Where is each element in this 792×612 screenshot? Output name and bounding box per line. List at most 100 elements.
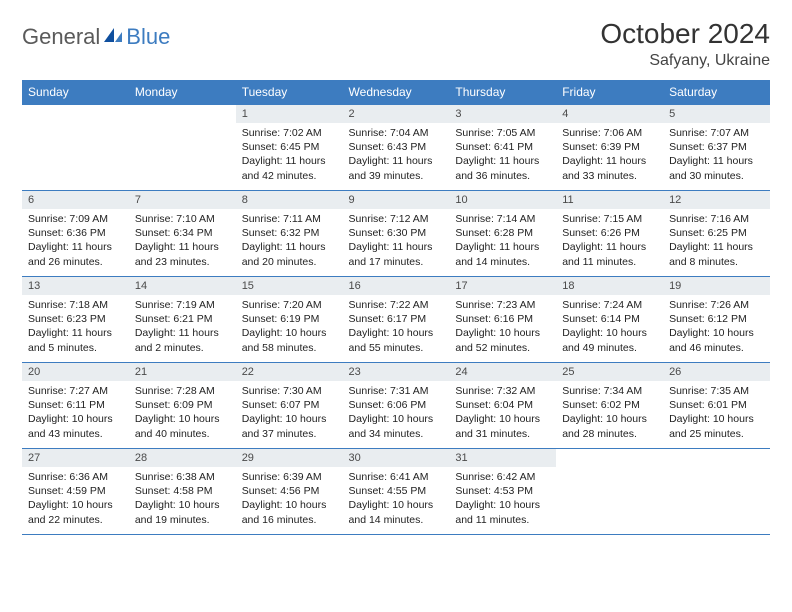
calendar-cell: 12Sunrise: 7:16 AMSunset: 6:25 PMDayligh… — [663, 191, 770, 277]
calendar-cell: 11Sunrise: 7:15 AMSunset: 6:26 PMDayligh… — [556, 191, 663, 277]
calendar-cell — [129, 105, 236, 191]
day-number: 20 — [22, 363, 129, 381]
calendar-cell: 9Sunrise: 7:12 AMSunset: 6:30 PMDaylight… — [343, 191, 450, 277]
day-text: Sunrise: 7:15 AMSunset: 6:26 PMDaylight:… — [556, 209, 663, 273]
day-text: Sunrise: 7:10 AMSunset: 6:34 PMDaylight:… — [129, 209, 236, 273]
sunrise-text: Sunrise: 7:02 AM — [242, 126, 337, 140]
day-text: Sunrise: 7:28 AMSunset: 6:09 PMDaylight:… — [129, 381, 236, 445]
day-text: Sunrise: 7:35 AMSunset: 6:01 PMDaylight:… — [663, 381, 770, 445]
calendar-week: 1 Sunrise: 7:02 AMSunset: 6:45 PM Daylight… — [22, 105, 770, 191]
day-number: 29 — [236, 449, 343, 467]
day-number: 3 — [449, 105, 556, 123]
sunset-text: Sunset: 6:11 PM — [28, 398, 123, 412]
calendar-cell: 15Sunrise: 7:20 AMSunset: 6:19 PMDayligh… — [236, 277, 343, 363]
calendar-cell: 5Sunrise: 7:07 AMSunset: 6:37 PMDaylight… — [663, 105, 770, 191]
sunrise-text: Sunrise: 7:24 AM — [562, 298, 657, 312]
sunset-text: Sunset: 6:16 PM — [455, 312, 550, 326]
daylight-text: Daylight: 10 hours and 58 minutes. — [242, 326, 337, 354]
sunset-text: Sunset: 6:45 PM — [242, 140, 337, 154]
calendar-cell: 1Sunrise: 7:02 AMSunset: 6:45 PMDaylight… — [236, 105, 343, 191]
sunset-text: Sunset: 6:39 PM — [562, 140, 657, 154]
day-text: Sunrise: 7:06 AMSunset: 6:39 PMDaylight:… — [556, 123, 663, 187]
day-text: Sunrise: 7:22 AMSunset: 6:17 PMDaylight:… — [343, 295, 450, 359]
daylight-text: Daylight: 10 hours and 22 minutes. — [28, 498, 123, 526]
day-number: 1 — [236, 105, 343, 123]
page-title: October 2024 — [600, 18, 770, 50]
calendar-cell: 28Sunrise: 6:38 AMSunset: 4:58 PMDayligh… — [129, 449, 236, 535]
day-number: 2 — [343, 105, 450, 123]
day-text: Sunrise: 7:27 AMSunset: 6:11 PMDaylight:… — [22, 381, 129, 445]
sunrise-text: Sunrise: 7:26 AM — [669, 298, 764, 312]
calendar-week: 20Sunrise: 7:27 AMSunset: 6:11 PMDayligh… — [22, 363, 770, 449]
sunrise-text: Sunrise: 7:16 AM — [669, 212, 764, 226]
calendar-cell — [556, 449, 663, 535]
weekday-header: Sunday — [22, 80, 129, 105]
sunset-text: Sunset: 6:36 PM — [28, 226, 123, 240]
sunrise-text: Sunrise: 7:27 AM — [28, 384, 123, 398]
day-number: 8 — [236, 191, 343, 209]
calendar-cell: 29Sunrise: 6:39 AMSunset: 4:56 PMDayligh… — [236, 449, 343, 535]
sunrise-text: Sunrise: 7:22 AM — [349, 298, 444, 312]
weekday-header: Tuesday — [236, 80, 343, 105]
day-number: 11 — [556, 191, 663, 209]
day-number: 30 — [343, 449, 450, 467]
daylight-text: Daylight: 10 hours and 40 minutes. — [135, 412, 230, 440]
daylight-text: Daylight: 10 hours and 34 minutes. — [349, 412, 444, 440]
day-text: Sunrise: 7:23 AMSunset: 6:16 PMDaylight:… — [449, 295, 556, 359]
day-text: Sunrise: 7:07 AMSunset: 6:37 PMDaylight:… — [663, 123, 770, 187]
calendar-cell: 31Sunrise: 6:42 AMSunset: 4:53 PMDayligh… — [449, 449, 556, 535]
daylight-text: Daylight: 11 hours and 39 minutes. — [349, 154, 444, 182]
sunset-text: Sunset: 6:41 PM — [455, 140, 550, 154]
sunrise-text: Sunrise: 7:05 AM — [455, 126, 550, 140]
sunrise-text: Sunrise: 6:42 AM — [455, 470, 550, 484]
daylight-text: Daylight: 11 hours and 17 minutes. — [349, 240, 444, 268]
day-text: Sunrise: 6:39 AMSunset: 4:56 PMDaylight:… — [236, 467, 343, 531]
calendar-week: 13Sunrise: 7:18 AMSunset: 6:23 PMDayligh… — [22, 277, 770, 363]
location: Safyany, Ukraine — [600, 52, 770, 70]
sunset-text: Sunset: 6:19 PM — [242, 312, 337, 326]
daylight-text: Daylight: 11 hours and 23 minutes. — [135, 240, 230, 268]
day-number: 22 — [236, 363, 343, 381]
sunrise-text: Sunrise: 6:38 AM — [135, 470, 230, 484]
sunset-text: Sunset: 6:32 PM — [242, 226, 337, 240]
calendar-table: SundayMondayTuesdayWednesdayThursdayFrid… — [22, 80, 770, 535]
day-text: Sunrise: 7:34 AMSunset: 6:02 PMDaylight:… — [556, 381, 663, 445]
day-text: Sunrise: 7:26 AMSunset: 6:12 PMDaylight:… — [663, 295, 770, 359]
day-number: 6 — [22, 191, 129, 209]
weekday-header: Wednesday — [343, 80, 450, 105]
calendar-cell: 4Sunrise: 7:06 AMSunset: 6:39 PMDaylight… — [556, 105, 663, 191]
day-text: Sunrise: 7:16 AMSunset: 6:25 PMDaylight:… — [663, 209, 770, 273]
sunrise-text: Sunrise: 7:28 AM — [135, 384, 230, 398]
daylight-text: Daylight: 10 hours and 37 minutes. — [242, 412, 337, 440]
daylight-text: Daylight: 10 hours and 19 minutes. — [135, 498, 230, 526]
day-text: Sunrise: 6:38 AMSunset: 4:58 PMDaylight:… — [129, 467, 236, 531]
day-number: 9 — [343, 191, 450, 209]
daylight-text: Daylight: 10 hours and 49 minutes. — [562, 326, 657, 354]
calendar-body: 1 Sunrise: 7:02 AMSunset: 6:45 PM Daylight… — [22, 105, 770, 535]
sunrise-text: Sunrise: 7:12 AM — [349, 212, 444, 226]
sunrise-text: Sunrise: 7:09 AM — [28, 212, 123, 226]
daylight-text: Daylight: 11 hours and 20 minutes. — [242, 240, 337, 268]
daylight-text: Daylight: 10 hours and 52 minutes. — [455, 326, 550, 354]
calendar-cell: 22 Sunrise: 7:30 AMSunset: 6:07 PMDayligh… — [236, 363, 343, 449]
sail-icon — [102, 24, 124, 50]
calendar-cell: 6Sunrise: 7:09 AMSunset: 6:36 PMDaylight… — [22, 191, 129, 277]
sunrise-text: Sunrise: 7:10 AM — [135, 212, 230, 226]
sunset-text: Sunset: 6:12 PM — [669, 312, 764, 326]
day-number: 23 — [343, 363, 450, 381]
sunrise-text: Sunrise: 7:30 AM — [242, 384, 337, 398]
sunrise-text: Sunrise: 6:39 AM — [242, 470, 337, 484]
day-number: 5 — [663, 105, 770, 123]
weekday-header: Friday — [556, 80, 663, 105]
day-number: 12 — [663, 191, 770, 209]
sunset-text: Sunset: 6:07 PM — [242, 398, 337, 412]
day-text: Sunrise: 7:12 AMSunset: 6:30 PMDaylight:… — [343, 209, 450, 273]
sunset-text: Sunset: 6:23 PM — [28, 312, 123, 326]
calendar-cell: 26Sunrise: 7:35 AMSunset: 6:01 PMDayligh… — [663, 363, 770, 449]
sunrise-text: Sunrise: 7:23 AM — [455, 298, 550, 312]
header: General Blue October 2024 Safyany, Ukrai… — [22, 18, 770, 70]
weekday-header: Monday — [129, 80, 236, 105]
sunset-text: Sunset: 6:25 PM — [669, 226, 764, 240]
sunset-text: Sunset: 6:09 PM — [135, 398, 230, 412]
day-number: 31 — [449, 449, 556, 467]
